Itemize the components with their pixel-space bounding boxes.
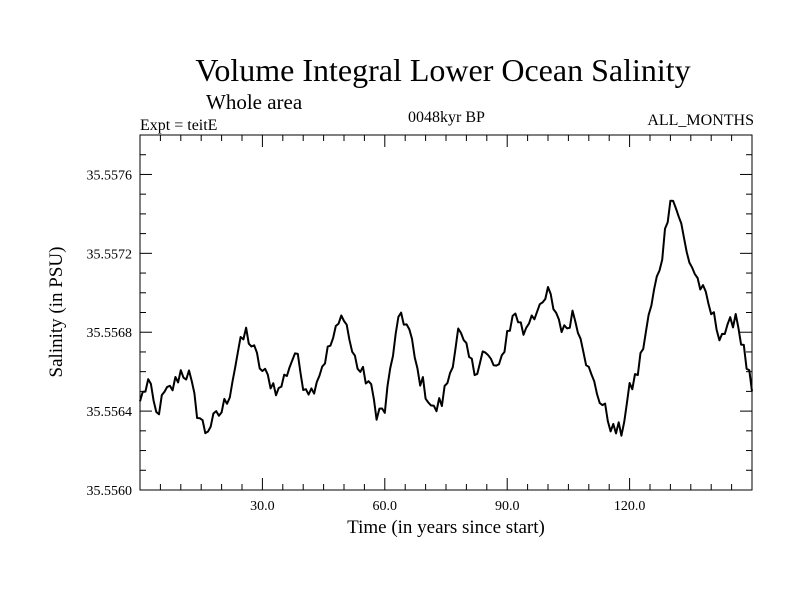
x-tick-label: 60.0 [373, 499, 398, 514]
salinity-series-line [139, 199, 753, 437]
months-label: ALL_MONTHS [647, 112, 754, 129]
axis-ticks [140, 135, 752, 490]
x-tick-label: 90.0 [495, 499, 520, 514]
x-tick-label: 120.0 [614, 499, 646, 514]
x-axis-label: Time (in years since start) [347, 517, 545, 538]
x-tick-label: 30.0 [250, 499, 275, 514]
experiment-label: Expt = teitE [140, 117, 218, 134]
y-tick-label: 35.5572 [87, 247, 133, 262]
axis-tick-labels: 30.0 60.0 90.0 120.0 35.5560 35.5564 35.5568 35… [87, 168, 646, 514]
period-label: 0048kyr BP [408, 109, 485, 126]
chart-subtitle: Whole area [206, 90, 303, 114]
chart-title: Volume Integral Lower Ocean Salinity [195, 52, 691, 88]
y-tick-label: 35.5564 [87, 405, 133, 420]
y-axis-label: Salinity (in PSU) [46, 247, 67, 378]
y-tick-label: 35.5576 [87, 168, 133, 183]
y-tick-label: 35.5568 [87, 326, 133, 341]
y-tick-label: 35.5560 [87, 484, 133, 499]
plot-frame [139, 134, 753, 491]
